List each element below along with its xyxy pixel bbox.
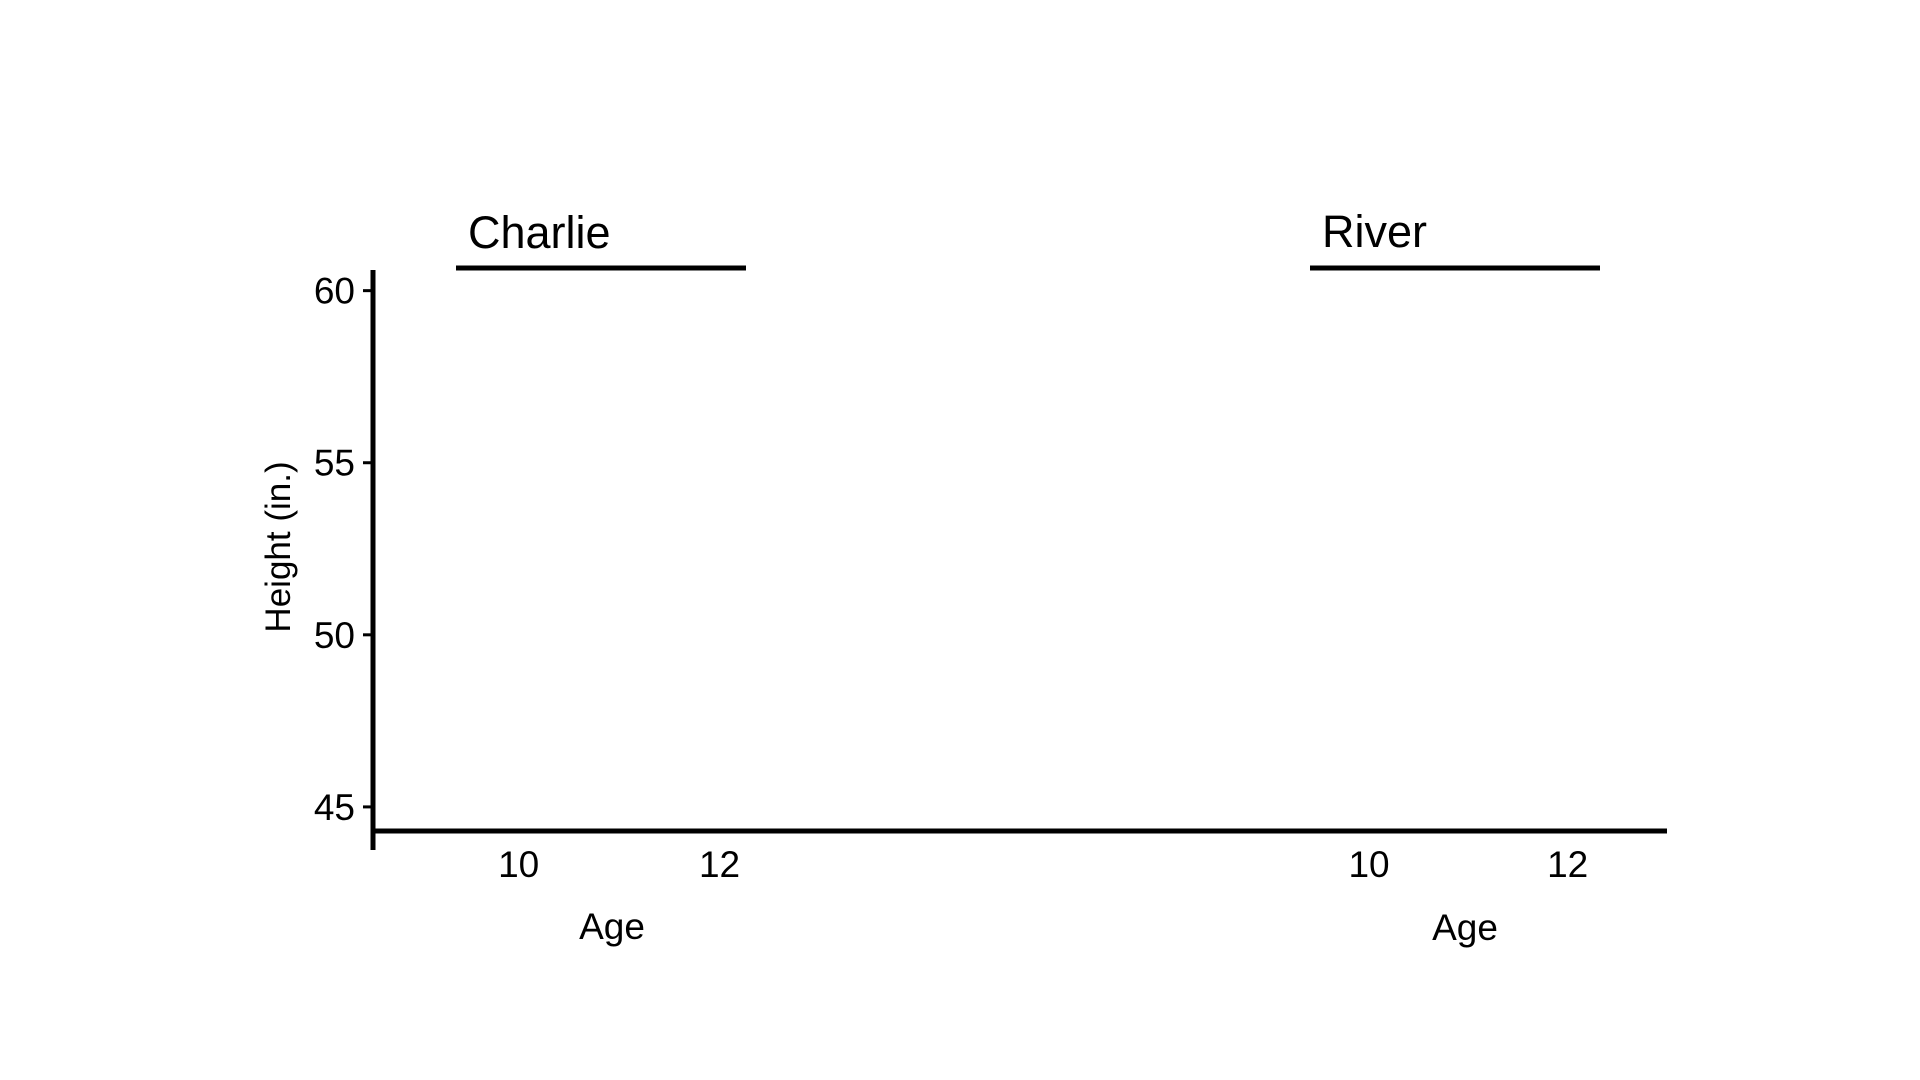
x-tick-label: 10 — [498, 844, 539, 885]
y-tick-label: 45 — [314, 787, 355, 828]
y-tick-label: 50 — [314, 615, 355, 656]
y-ticks: 45 50 55 60 — [314, 271, 373, 828]
y-tick-label: 55 — [314, 443, 355, 484]
x-tick-label: 12 — [1547, 844, 1588, 885]
y-tick-label: 60 — [314, 271, 355, 312]
panel-title: Charlie — [468, 207, 611, 258]
y-axis-label: Height (in.) — [259, 461, 298, 632]
x-axis-label: Age — [579, 906, 645, 947]
x-tick-label: 12 — [699, 844, 740, 885]
y-axis: 45 50 55 60 Height (in.) — [259, 270, 376, 850]
panel-river: River 10 12 Age — [1310, 206, 1600, 948]
panel-charlie: Charlie 10 12 Age — [456, 207, 746, 947]
x-ticks: 10 12 — [1348, 844, 1588, 885]
x-tick-label: 10 — [1348, 844, 1389, 885]
x-axis-label: Age — [1432, 907, 1498, 948]
panel-title: River — [1322, 206, 1427, 257]
x-ticks: 10 12 — [498, 844, 740, 885]
